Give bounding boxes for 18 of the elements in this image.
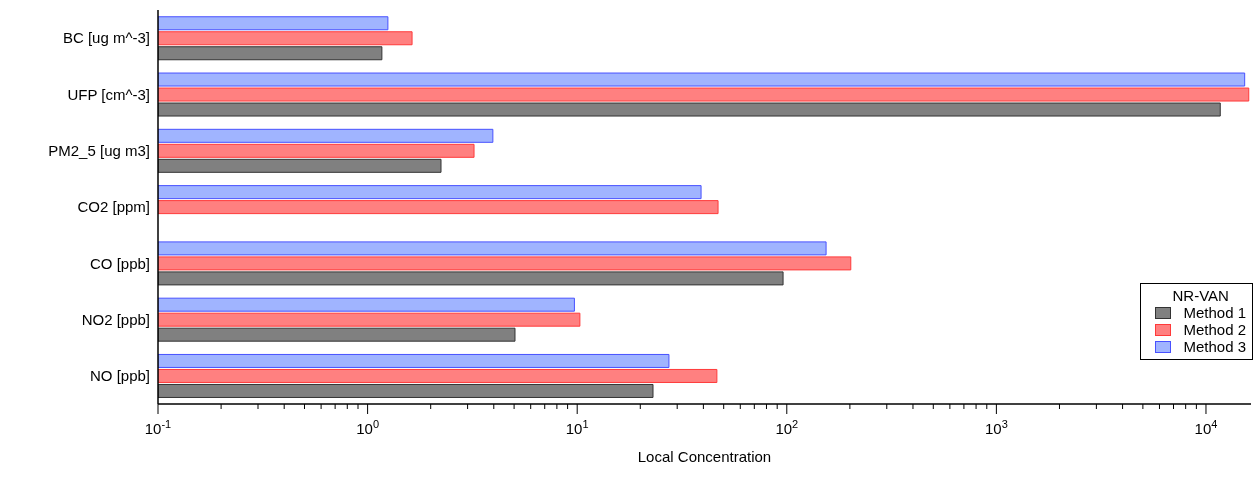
- legend-label: Method 1: [1183, 304, 1246, 321]
- y-tick-label: CO2 [ppm]: [77, 198, 150, 216]
- x-tick-label: 10$^{3}$: [984, 418, 1008, 437]
- y-tick-label: PM2_5 [ug m3]: [48, 142, 150, 160]
- y-tick-label: NO2 [ppb]: [81, 310, 150, 328]
- x-tick-label: 10$^{-1}$: [144, 418, 172, 437]
- y-tick-label: NO [ppb]: [89, 367, 150, 385]
- x-tick-label: 10$^{1}$: [565, 418, 589, 437]
- x-tick-label: 10$^{0}$: [356, 418, 379, 437]
- x-axis-title: Local Concentration: [637, 448, 772, 465]
- x-tick-label: 10$^{4}$: [1194, 418, 1218, 437]
- legend-label: Method 2: [1183, 321, 1246, 338]
- legend-title: NR-VAN: [1171, 287, 1230, 304]
- y-tick-label: UFP [cm^-3]: [67, 85, 150, 103]
- y-tick-label: CO [ppb]: [89, 254, 150, 272]
- legend-label: Method 3: [1183, 338, 1246, 355]
- x-tick-label: 10$^{2}$: [775, 418, 799, 437]
- y-tick-label: BC [ug m^-3]: [62, 29, 150, 47]
